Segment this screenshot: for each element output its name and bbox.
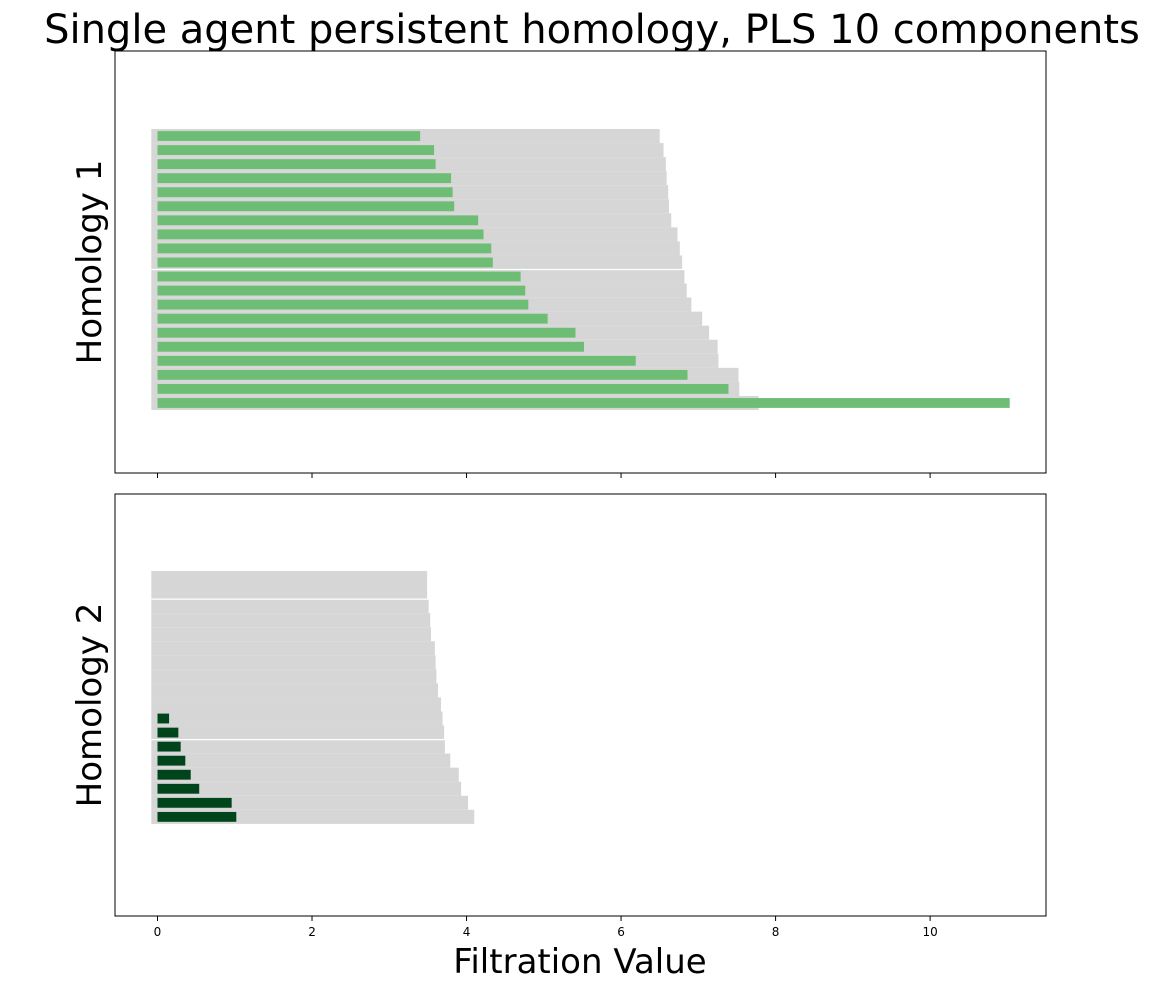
bar [157,229,484,240]
background-bar [151,655,436,670]
background-bar [151,641,435,656]
bar [157,355,636,366]
bar [157,243,492,254]
bar [157,783,200,794]
x-tick-label: 10 [922,925,937,939]
bar [157,215,479,226]
background-bar [151,627,431,642]
bar [157,131,421,141]
panel-2: 0 2 4 6 8 10 Homology 2 [70,493,1047,939]
bar [157,299,529,310]
bar [157,811,237,822]
background-bar [151,767,459,782]
bar [157,145,435,155]
bar [157,769,191,780]
bar [157,369,688,380]
background-bar [151,781,462,796]
panel-1: Homology 1 [70,50,1047,478]
x-axis-label: Filtration Value [453,942,706,982]
panels-layer: Homology 1 0 2 4 6 8 10 Homology 2 [70,50,1047,939]
bar [157,327,576,338]
background-bar [151,739,445,754]
axes-frame [114,493,1047,917]
axes-frame [114,50,1047,474]
background-bar [151,725,445,740]
x-tick-label: 8 [772,925,780,939]
bar [157,384,729,394]
y-axis-label: Homology 2 [70,603,110,808]
background-bar [151,711,443,726]
background-bar [151,669,437,684]
bar [157,797,232,808]
bar [157,727,179,738]
bar [157,341,584,352]
bar [157,285,526,296]
background-bar [151,753,451,768]
x-tick-label: 2 [308,925,316,939]
bar [157,159,436,170]
x-tick-label: 6 [617,925,625,939]
bar [157,713,170,724]
bar [157,313,548,324]
chart-title: Single agent persistent homology, PLS 10… [44,7,1140,53]
background-bar [151,599,429,614]
y-axis-label: Homology 1 [70,160,110,365]
bar [157,271,521,282]
background-bar [151,683,438,698]
x-tick-label: 0 [154,925,162,939]
bar [157,173,452,184]
bar [157,398,1010,408]
bar [157,755,186,766]
bar [157,257,493,268]
bar [157,741,181,752]
bar [157,201,455,212]
background-bar [151,613,431,628]
background-bar [151,697,442,712]
bar [157,187,453,198]
background-bar [151,571,428,600]
x-tick-label: 4 [463,925,471,939]
